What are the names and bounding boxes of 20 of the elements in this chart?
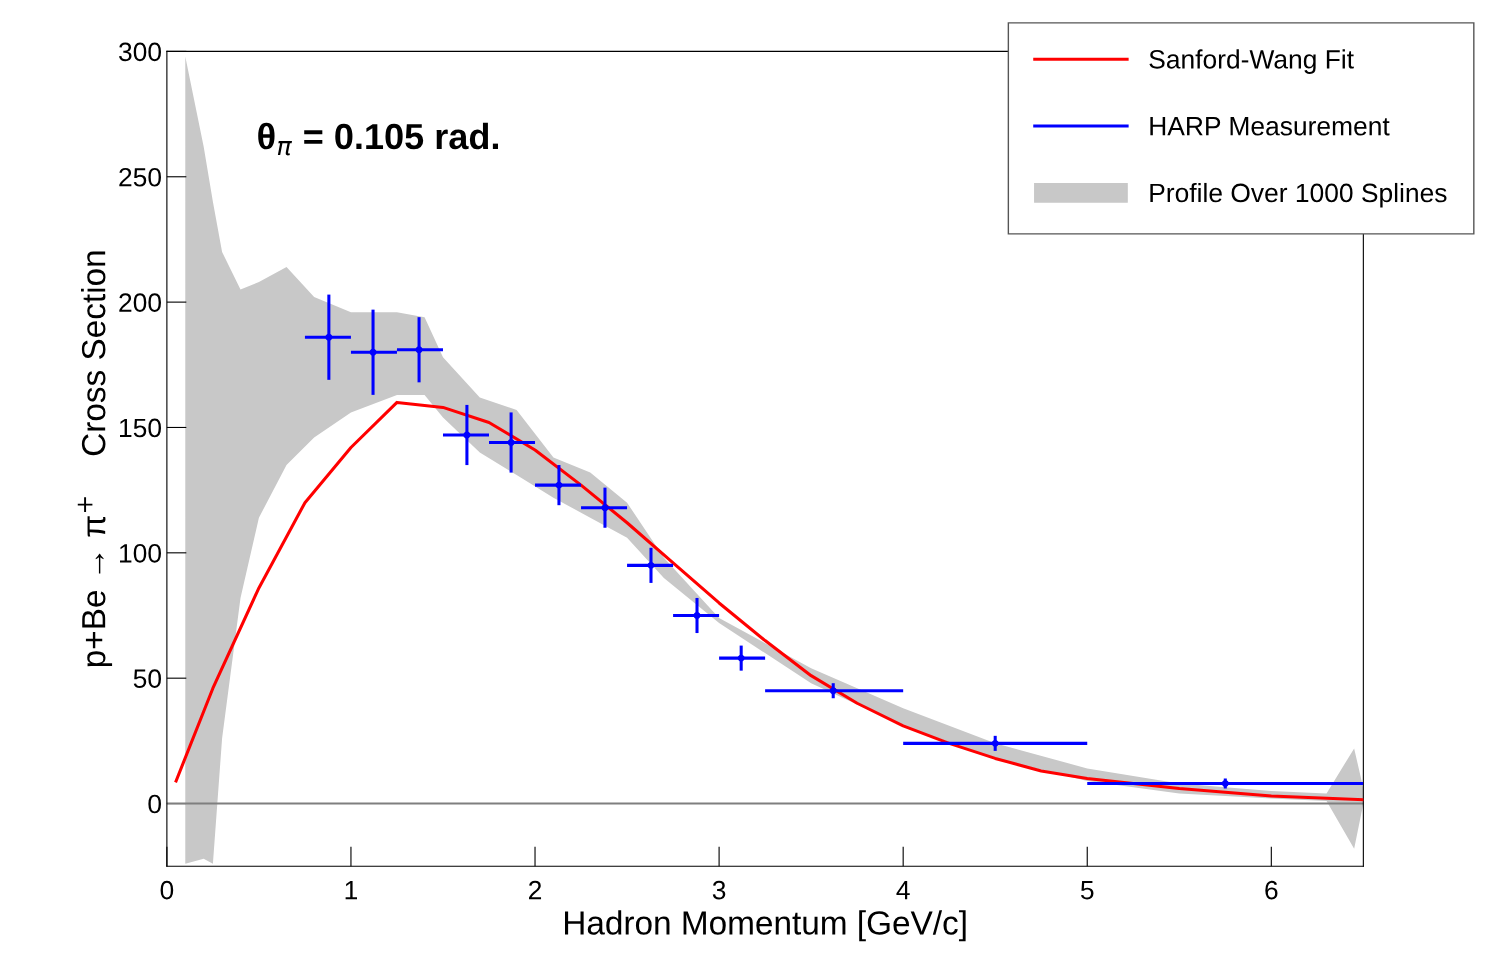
x-tick-label: 2 [529,880,542,900]
y-tick-label: 100 [120,543,161,563]
text: p+Be → π$^{+}$ Cross Section [77,251,113,667]
x-tick-label: 4 [896,881,910,900]
legend-label: Profile Over 1000 Splines [1150,182,1447,208]
y-tick-label: 150 [120,418,161,438]
x-tick-label: 0 [160,880,174,900]
annotation: θ$_{π}$ = 0.105 rad. [258,122,498,156]
x-tick-label: 3 [712,880,726,900]
x-tick-label: 1 [345,881,357,900]
legend-label: HARP Measurement [1150,117,1390,136]
x-axis-title: Hadron Momentum [GeV/c] [565,910,966,942]
y-tick-label: 200 [119,293,161,312]
y-tick-label: 0 [148,794,161,814]
legend-label: Sanford-Wang Fit [1149,49,1354,74]
y-tick-label: 300 [119,42,161,62]
x-tick-label: 5 [1080,881,1094,900]
x-tick-label: 6 [1265,880,1278,900]
y-tick-label: 50 [133,669,161,688]
y-tick-label: 250 [119,167,161,187]
